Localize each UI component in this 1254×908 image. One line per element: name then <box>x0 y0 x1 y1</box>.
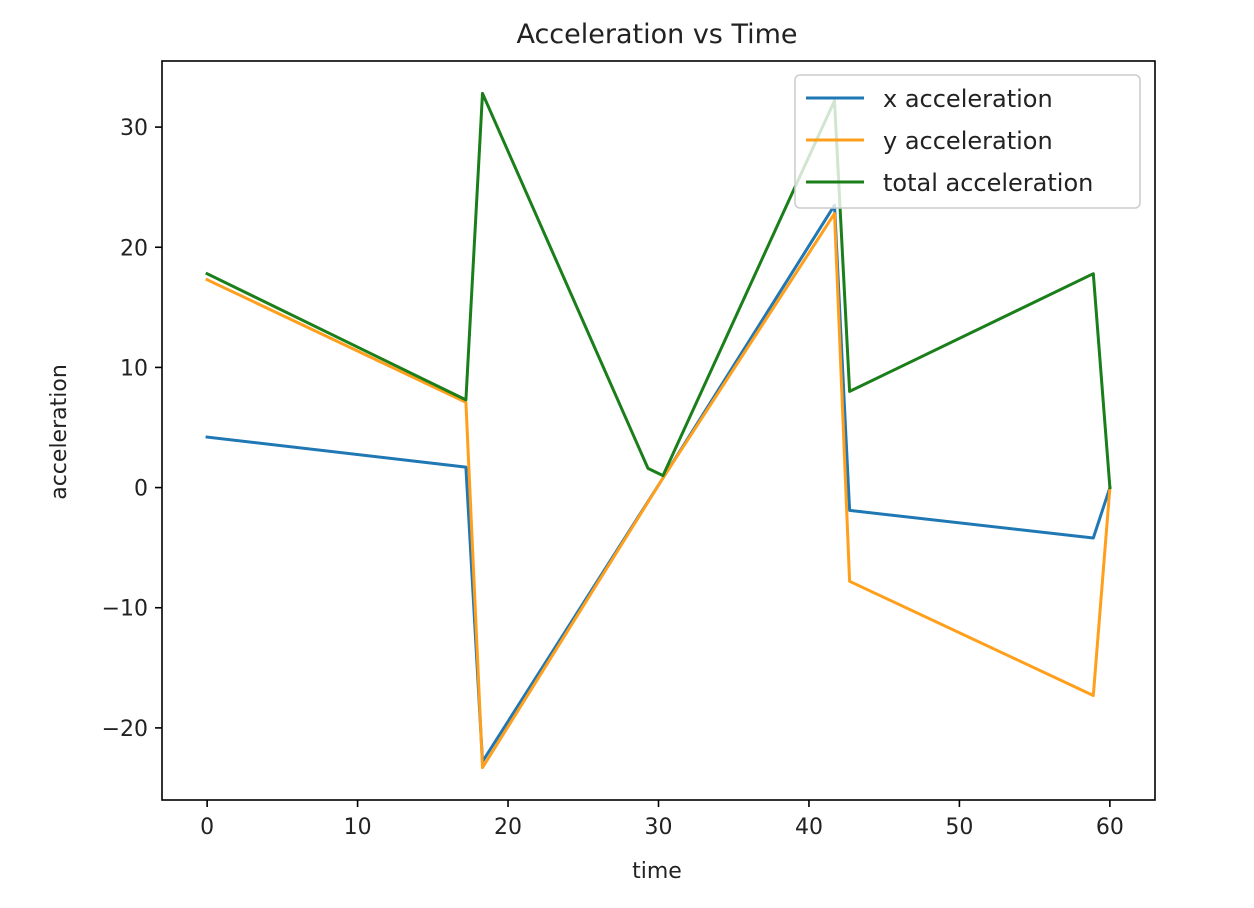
legend-label: x acceleration <box>883 85 1053 113</box>
y-axis: −20 −10 0 10 20 30 <box>102 116 162 742</box>
x-tick-label: 50 <box>945 815 973 840</box>
series-line-0 <box>205 203 1112 763</box>
x-tick-label: 10 <box>344 815 372 840</box>
chart-title: Acceleration vs Time <box>516 19 797 50</box>
x-tick-label: 20 <box>494 815 522 840</box>
x-axis-title: time <box>632 859 682 884</box>
y-axis-title: acceleration <box>47 364 72 500</box>
x-tick-label: 40 <box>795 815 823 840</box>
legend-label: total acceleration <box>883 169 1093 197</box>
x-axis: 0 10 20 30 40 50 60 <box>200 800 1124 840</box>
y-tick-label: 30 <box>120 116 148 141</box>
y-tick-label: −20 <box>102 717 148 742</box>
x-tick-label: 0 <box>200 815 214 840</box>
series-line-2 <box>205 91 1112 490</box>
x-tick-label: 30 <box>645 815 673 840</box>
plot-area <box>205 91 1112 770</box>
y-tick-label: −10 <box>102 597 148 622</box>
y-tick-label: 0 <box>134 477 148 502</box>
x-tick-label: 60 <box>1096 815 1124 840</box>
legend-box <box>794 74 1141 209</box>
legend: x acceleration y acceleration total accele… <box>794 74 1141 209</box>
y-tick-label: 20 <box>120 236 148 261</box>
legend-label: y acceleration <box>883 127 1053 155</box>
series-line-1 <box>205 212 1112 770</box>
y-tick-label: 10 <box>120 356 148 381</box>
